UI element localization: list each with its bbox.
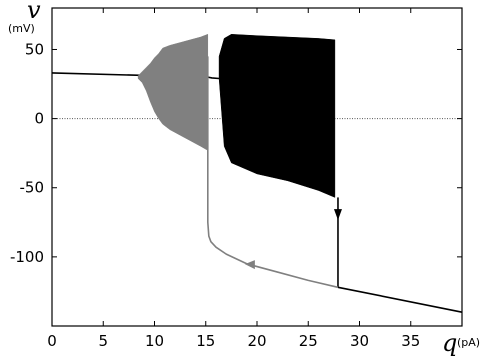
y-axis-unit: (mV) [8, 22, 35, 35]
gray-return-path-arrow [244, 260, 255, 270]
y-tick-label: 0 [34, 110, 44, 128]
x-tick-label: 5 [98, 332, 108, 350]
upper-equilibrium-branch [51, 72, 220, 80]
x-tick-label: 25 [299, 332, 318, 350]
gray-return-path [207, 56, 339, 289]
y-tick-label: -50 [20, 179, 45, 197]
y-axis-symbol: v [27, 0, 41, 24]
x-tick-label: 15 [196, 332, 215, 350]
x-tick-label: 35 [401, 332, 420, 350]
gray-oscillation-envelope [137, 33, 209, 151]
x-tick-label: 10 [145, 332, 164, 350]
lower-equilibrium-branch [337, 286, 463, 313]
x-tick-label: 30 [350, 332, 369, 350]
x-tick-label: 20 [247, 332, 266, 350]
x-axis-unit: (pA) [457, 336, 480, 349]
axis-symbols: v (mV) q (pA) [8, 0, 480, 356]
x-axis-symbol: q [442, 329, 457, 356]
x-tick-label: 0 [47, 332, 57, 350]
y-tick-label: 50 [25, 40, 44, 58]
black-jump-down-arrow [333, 209, 342, 221]
y-tick-label: -100 [10, 248, 44, 266]
black-oscillation-envelope [218, 34, 336, 198]
